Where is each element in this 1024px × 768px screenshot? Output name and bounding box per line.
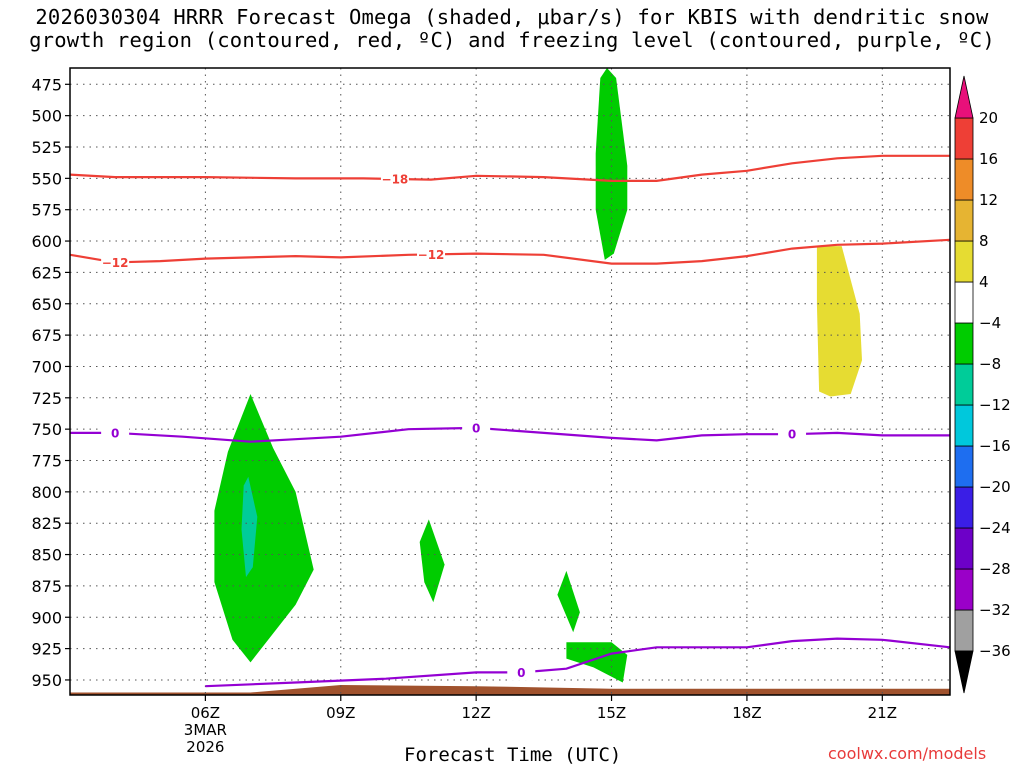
colorbar-swatch-11 — [954, 158, 974, 201]
contour-label-3-0: 0 — [517, 666, 525, 680]
ytick-label-625: 625 — [31, 263, 62, 282]
contour-label-1-0: −12 — [102, 256, 129, 270]
colorbar-swatch-2 — [954, 527, 974, 570]
date-label-1: 2026 — [186, 738, 224, 756]
contour-label-bg-2-1 — [462, 419, 491, 436]
grid — [70, 68, 950, 695]
contour-1 — [70, 238, 950, 265]
xtick-label-15Z: 15Z — [597, 704, 626, 722]
date-label-0: 3MAR — [184, 721, 227, 739]
colorbar-label-0: 20 — [979, 109, 998, 127]
colorbar-label-4: 4 — [979, 273, 989, 291]
colorbar-above-triangle — [954, 75, 974, 119]
ytick-label-675: 675 — [31, 326, 62, 345]
xtick-label-09Z: 09Z — [326, 704, 355, 722]
chart-title-line1: 2026030304 HRRR Forecast Omega (shaded, … — [35, 5, 989, 29]
contour-label-2-2: 0 — [788, 428, 796, 442]
xtick-label-12Z: 12Z — [461, 704, 490, 722]
contour-0 — [70, 154, 950, 182]
colorbar-label-7: −12 — [979, 396, 1011, 414]
colorbar-swatch-6 — [954, 363, 974, 406]
ground-terrain — [70, 685, 950, 695]
ytick-label-925: 925 — [31, 640, 62, 659]
colorbar-label-1: 16 — [979, 150, 998, 168]
ytick-label-800: 800 — [31, 483, 62, 502]
ytick-label-650: 650 — [31, 295, 62, 314]
ytick-label-700: 700 — [31, 357, 62, 376]
xtick-label-06Z: 06Z — [191, 704, 220, 722]
omega-region-2 — [419, 519, 445, 603]
colorbar-swatch-1 — [954, 568, 974, 611]
colorbar-swatch-10 — [954, 199, 974, 242]
chart-title-line2: growth region (contoured, red, ºC) and f… — [29, 28, 995, 52]
contour-label-bg-2-0 — [101, 424, 130, 441]
ytick-label-775: 775 — [31, 452, 62, 471]
omega-region-3 — [557, 570, 580, 633]
colorbar-label-12: −32 — [979, 601, 1011, 619]
ytick-label-500: 500 — [31, 107, 62, 126]
colorbar-label-3: 8 — [979, 232, 989, 250]
ytick-label-600: 600 — [31, 232, 62, 251]
xtick-label-18Z: 18Z — [732, 704, 761, 722]
colorbar-label-8: −16 — [979, 437, 1011, 455]
ytick-label-575: 575 — [31, 201, 62, 220]
colorbar-swatch-0 — [954, 609, 974, 652]
colorbar-swatch-7 — [954, 322, 974, 365]
contour-label-0-0: −18 — [382, 172, 409, 186]
omega-shading — [214, 68, 862, 683]
colorbar-label-2: 12 — [979, 191, 998, 209]
credit-link[interactable]: coolwx.com/models — [828, 744, 987, 763]
contour-label-bg-1-1 — [417, 246, 446, 263]
omega-region-6 — [816, 246, 862, 397]
ytick-label-850: 850 — [31, 546, 62, 565]
x-axis-label: Forecast Time (UTC) — [404, 744, 622, 766]
omega-region-1 — [241, 476, 258, 578]
colorbar-swatch-4 — [954, 445, 974, 488]
colorbar-label-10: −24 — [979, 519, 1011, 537]
ground-layer — [70, 685, 950, 695]
plot-frame — [69, 67, 951, 696]
contour-lines: −18 −12 −12 0 0 0 0 — [70, 154, 950, 688]
contour-label-bg-3-0 — [507, 664, 536, 681]
ytick-label-900: 900 — [31, 608, 62, 627]
contour-label-1-1: −12 — [418, 248, 445, 262]
contour-label-bg-0-0 — [380, 170, 409, 187]
colorbar-label-13: −36 — [979, 642, 1011, 660]
ytick-label-750: 750 — [31, 420, 62, 439]
ytick-label-525: 525 — [31, 138, 62, 157]
contour-2 — [70, 426, 950, 443]
contour-label-bg-1-0 — [101, 254, 130, 271]
contour-label-bg-2-2 — [778, 426, 807, 443]
contour-label-2-1: 0 — [472, 421, 480, 435]
colorbar-label-11: −28 — [979, 560, 1011, 578]
ytick-label-725: 725 — [31, 389, 62, 408]
colorbar-swatch-5 — [954, 404, 974, 447]
ytick-label-875: 875 — [31, 577, 62, 596]
colorbar-swatch-12 — [954, 117, 974, 160]
colorbar: 20 16 12 8 4 −4 −8 −12 −16 −20 −24 −28 −32 −36 — [954, 75, 1011, 694]
colorbar-swatch-8 — [954, 281, 974, 324]
axes: 475 500 525 550 575 600 625 650 675 700 725 750 775 8… — [31, 67, 951, 756]
omega-region-0 — [214, 394, 314, 663]
omega-region-4 — [566, 642, 628, 683]
colorbar-swatch-9 — [954, 240, 974, 283]
contour-label-2-0: 0 — [111, 426, 119, 440]
colorbar-swatch-3 — [954, 486, 974, 529]
colorbar-label-5: −4 — [979, 314, 1001, 332]
ytick-label-825: 825 — [31, 514, 62, 533]
contour-3 — [205, 637, 950, 688]
ytick-label-550: 550 — [31, 169, 62, 188]
ytick-label-475: 475 — [31, 75, 62, 94]
chart-title: 2026030304 HRRR Forecast Omega (shaded, … — [0, 6, 1024, 52]
xtick-label-21Z: 21Z — [868, 704, 897, 722]
ytick-label-950: 950 — [31, 671, 62, 690]
colorbar-label-6: −8 — [979, 355, 1001, 373]
colorbar-below-triangle — [954, 650, 974, 694]
colorbar-label-9: −20 — [979, 478, 1011, 496]
